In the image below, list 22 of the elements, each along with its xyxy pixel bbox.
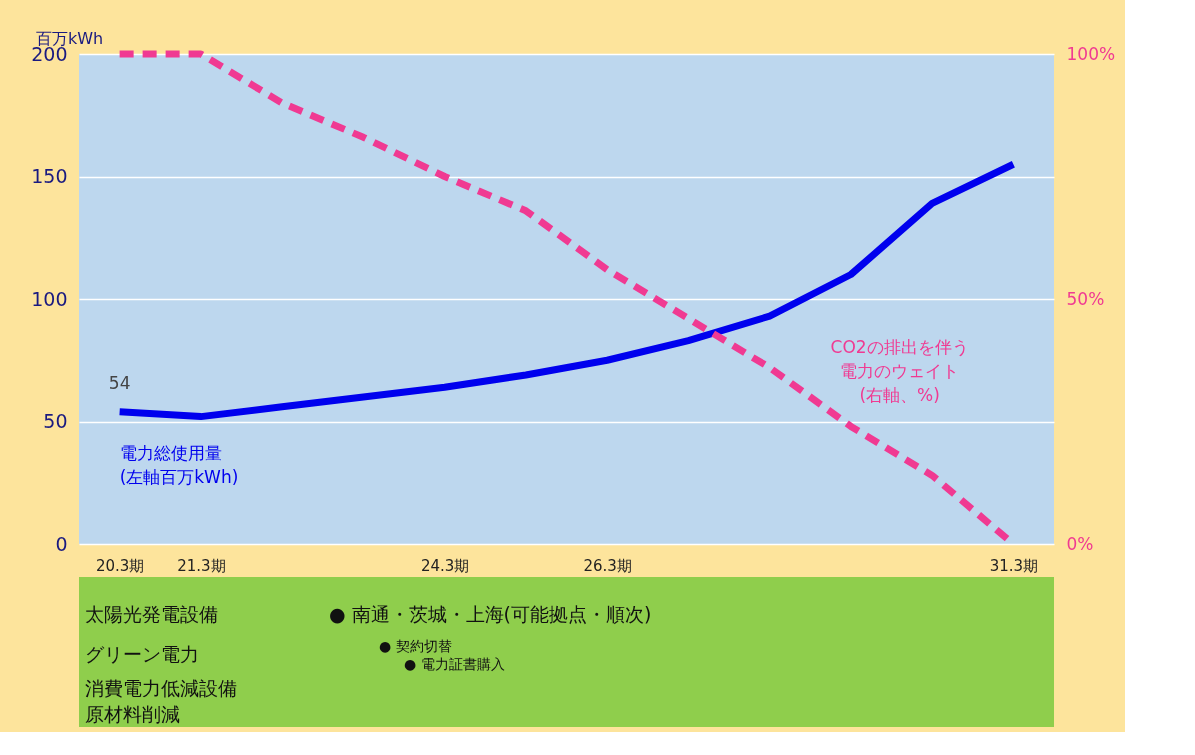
data-label: 54 [108,372,131,393]
x-tick-label: 20.3期 [95,556,145,575]
x-tick-label: 26.3期 [583,556,632,575]
y-tick-label: 150 [31,165,68,187]
y-tick-label: 0 [55,532,68,555]
text: 原材料削減 [85,703,180,725]
y2-tick-label: 50% [1066,288,1105,309]
y2-tick-label: 100% [1066,43,1116,64]
text: グリーン電力 [85,643,199,665]
y2-tick-label: 0% [1066,533,1094,554]
text: 消費電力低減設備 [85,677,237,699]
x-tick-label: 31.3期 [989,556,1039,575]
text: ● 電力証書購入 [404,656,505,672]
x-tick-label: 21.3期 [177,556,226,575]
series-label: 電力総使用量(左軸百万kWh) [119,443,239,487]
y-tick-label: 50 [43,410,68,432]
text: ● 契約切替 [379,638,452,654]
text: 太陽光発電設備 [85,603,218,625]
x-tick-label: 24.3期 [420,556,470,575]
text: ● 南通・茨城・上海(可能拠点・順次) [329,603,652,625]
y-tick-label: 100 [31,287,68,310]
series-label: CO2の排出を伴う電力のウェイト(右軸、%) [830,337,969,405]
